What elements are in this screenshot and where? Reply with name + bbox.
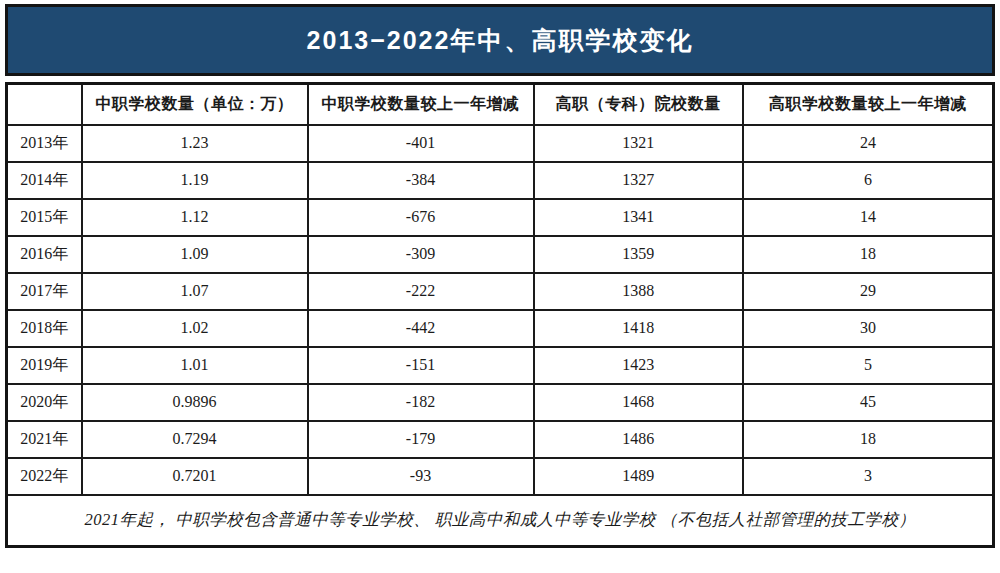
value-cell: 1327	[534, 162, 743, 199]
table-row: 2020年 0.9896 -182 1468 45	[7, 384, 994, 421]
data-table: 中职学校数量（单位：万） 中职学校数量较上一年增减 高职（专科）院校数量 高职学…	[5, 82, 995, 548]
value-cell: 18	[743, 236, 994, 273]
value-cell: 29	[743, 273, 994, 310]
title-banner: 2013−2022年中、高职学校变化	[5, 4, 995, 76]
footnote-text: 2021年起， 中职学校包含普通中等专业学校、 职业高中和成人中等专业学校 （不…	[7, 495, 994, 547]
footnote-row: 2021年起， 中职学校包含普通中等专业学校、 职业高中和成人中等专业学校 （不…	[7, 495, 994, 547]
value-cell: -309	[308, 236, 534, 273]
value-cell: 1.09	[82, 236, 308, 273]
column-header-year	[7, 84, 82, 125]
value-cell: 1418	[534, 310, 743, 347]
year-cell: 2018年	[7, 310, 82, 347]
value-cell: 1486	[534, 421, 743, 458]
value-cell: 1.19	[82, 162, 308, 199]
value-cell: 1359	[534, 236, 743, 273]
value-cell: 0.7294	[82, 421, 308, 458]
table-row: 2014年 1.19 -384 1327 6	[7, 162, 994, 199]
value-cell: -93	[308, 458, 534, 495]
page-title: 2013−2022年中、高职学校变化	[307, 24, 694, 57]
value-cell: 1388	[534, 273, 743, 310]
value-cell: 1341	[534, 199, 743, 236]
value-cell: 1.07	[82, 273, 308, 310]
value-cell: 24	[743, 125, 994, 162]
value-cell: 1423	[534, 347, 743, 384]
value-cell: 1.02	[82, 310, 308, 347]
table-row: 2013年 1.23 -401 1321 24	[7, 125, 994, 162]
value-cell: -182	[308, 384, 534, 421]
page: 2013−2022年中、高职学校变化 中职学校数量（单位：万） 中职学校数量较上…	[0, 0, 1000, 573]
table-row: 2021年 0.7294 -179 1486 18	[7, 421, 994, 458]
table-row: 2016年 1.09 -309 1359 18	[7, 236, 994, 273]
value-cell: 18	[743, 421, 994, 458]
value-cell: 1.01	[82, 347, 308, 384]
year-cell: 2013年	[7, 125, 82, 162]
table-row: 2022年 0.7201 -93 1489 3	[7, 458, 994, 495]
value-cell: 3	[743, 458, 994, 495]
table-row: 2019年 1.01 -151 1423 5	[7, 347, 994, 384]
value-cell: 1.12	[82, 199, 308, 236]
year-cell: 2019年	[7, 347, 82, 384]
value-cell: -222	[308, 273, 534, 310]
value-cell: 5	[743, 347, 994, 384]
value-cell: 1468	[534, 384, 743, 421]
value-cell: -179	[308, 421, 534, 458]
value-cell: 1.23	[82, 125, 308, 162]
value-cell: 0.7201	[82, 458, 308, 495]
year-cell: 2021年	[7, 421, 82, 458]
value-cell: -384	[308, 162, 534, 199]
value-cell: 14	[743, 199, 994, 236]
table-row: 2015年 1.12 -676 1341 14	[7, 199, 994, 236]
value-cell: -401	[308, 125, 534, 162]
year-cell: 2022年	[7, 458, 82, 495]
column-header-high-count: 高职（专科）院校数量	[534, 84, 743, 125]
year-cell: 2020年	[7, 384, 82, 421]
value-cell: 0.9896	[82, 384, 308, 421]
year-cell: 2016年	[7, 236, 82, 273]
column-header-mid-change: 中职学校数量较上一年增减	[308, 84, 534, 125]
value-cell: -676	[308, 199, 534, 236]
year-cell: 2015年	[7, 199, 82, 236]
column-header-high-change: 高职学校数量较上一年增减	[743, 84, 994, 125]
value-cell: 1321	[534, 125, 743, 162]
column-header-mid-count: 中职学校数量（单位：万）	[82, 84, 308, 125]
year-cell: 2017年	[7, 273, 82, 310]
value-cell: 1489	[534, 458, 743, 495]
header-row: 中职学校数量（单位：万） 中职学校数量较上一年增减 高职（专科）院校数量 高职学…	[7, 84, 994, 125]
value-cell: -442	[308, 310, 534, 347]
value-cell: 45	[743, 384, 994, 421]
year-cell: 2014年	[7, 162, 82, 199]
table-row: 2017年 1.07 -222 1388 29	[7, 273, 994, 310]
table-row: 2018年 1.02 -442 1418 30	[7, 310, 994, 347]
value-cell: 6	[743, 162, 994, 199]
value-cell: -151	[308, 347, 534, 384]
value-cell: 30	[743, 310, 994, 347]
